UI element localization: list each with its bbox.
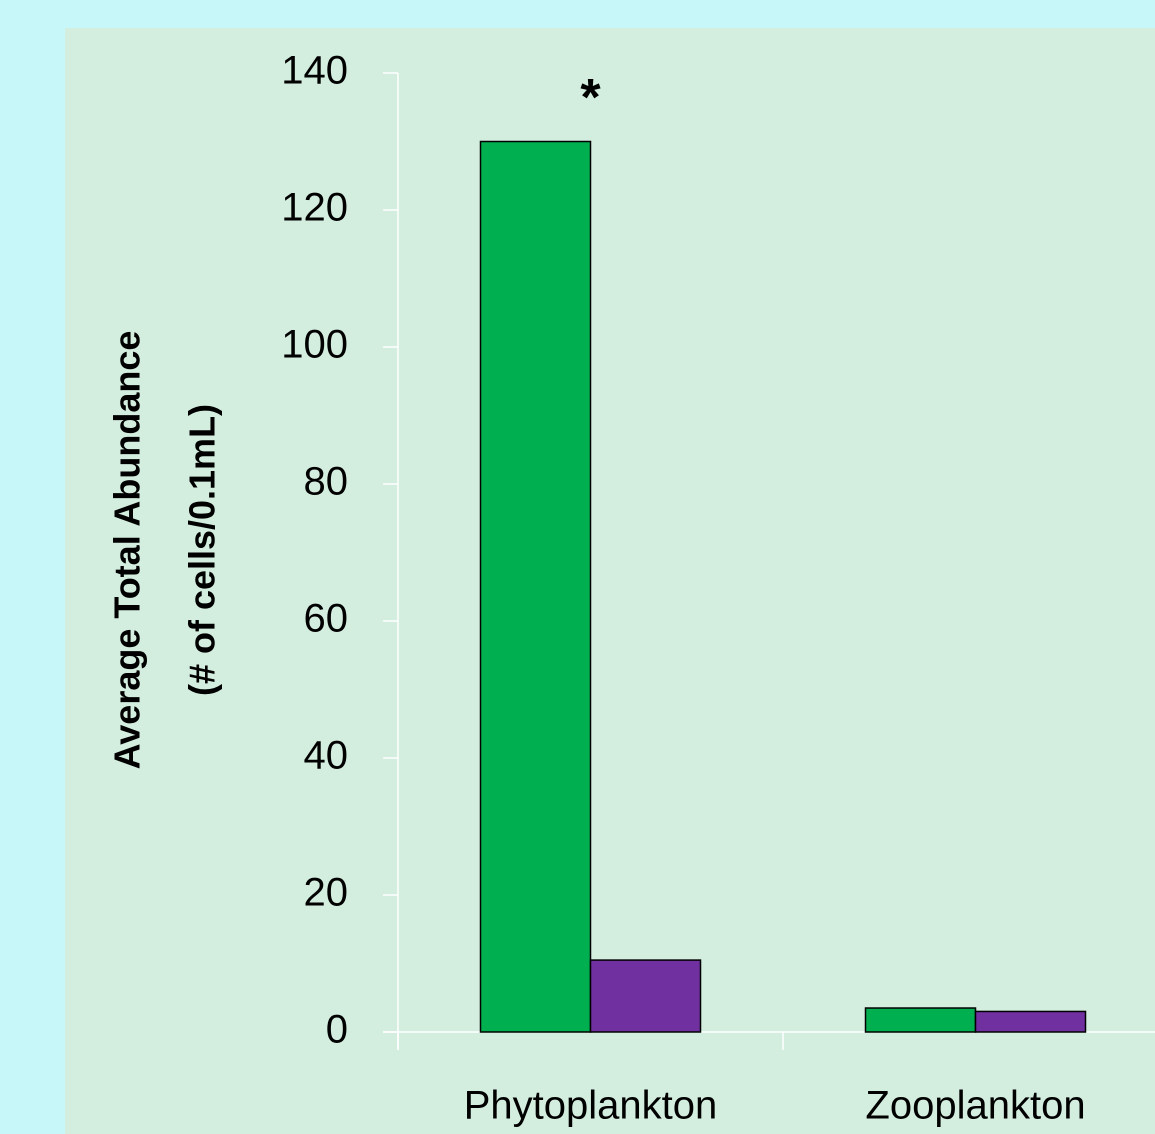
y-tick-label: 80 (304, 460, 349, 504)
bar (589, 959, 702, 1033)
y-tick-label: 20 (304, 871, 349, 915)
y-axis-title: Average Total Abundance (# of cells/0.1m… (107, 331, 223, 770)
y-tick-label: 120 (281, 186, 348, 230)
y-tick-label: 140 (281, 49, 348, 93)
x-tick-label: Phytoplankton (464, 1084, 718, 1128)
y-tick-label: 40 (304, 734, 349, 778)
y-tick-label: 0 (326, 1008, 348, 1052)
plot-panel (65, 28, 1155, 1134)
bar (479, 140, 592, 1033)
y-tick-label: 60 (304, 597, 349, 641)
y-axis-title-line: (# of cells/0.1mL) (182, 404, 223, 696)
bar (974, 1010, 1087, 1033)
y-axis-title-line: Average Total Abundance (107, 331, 148, 770)
annotation: * (580, 69, 601, 127)
x-tick-label: Zooplankton (865, 1084, 1085, 1128)
y-tick-label: 100 (281, 323, 348, 367)
bar (864, 1007, 977, 1033)
